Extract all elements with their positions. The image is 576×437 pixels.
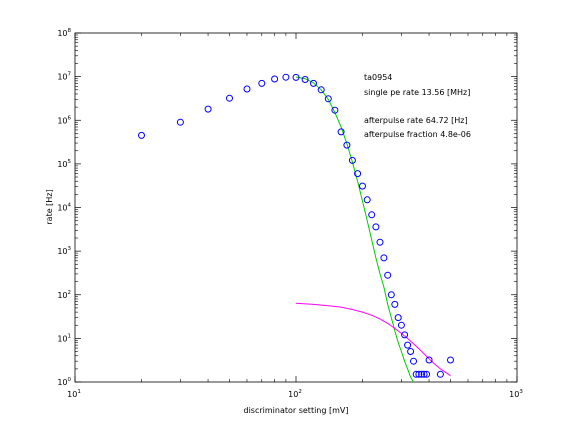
data-point [282, 73, 290, 81]
data-point [243, 85, 251, 93]
y-axis-ticks: 100 101 102 103 104 105 106 107 108 [57, 28, 517, 387]
data-point [301, 76, 309, 83]
data-point [391, 300, 399, 308]
plot-area [74, 32, 518, 383]
y-tick-label: 105 [57, 159, 71, 169]
data-point [363, 196, 371, 204]
data-point [410, 357, 417, 365]
data-point [397, 321, 405, 329]
data-point [420, 370, 428, 378]
data-point [343, 141, 351, 149]
data-point [401, 331, 409, 339]
x-axis-label: discriminator setting [mV] [243, 406, 348, 415]
data-point [380, 254, 388, 262]
y-tick-label: 108 [57, 28, 71, 38]
data-point [317, 86, 325, 94]
annotation-single-pe-rate: single pe rate 13.56 [MHz] [364, 88, 470, 97]
data-point [271, 75, 279, 83]
data-point [331, 106, 339, 114]
y-axis-label: rate [Hz] [45, 189, 54, 224]
x-tick-label: 102 [288, 389, 302, 399]
series-line-2 [295, 302, 451, 377]
data-point [258, 79, 266, 87]
annotation-afterpulse-rate: afterpulse rate 64.72 [Hz] [364, 116, 468, 125]
x-axis-ticks: 101 102 103 [67, 33, 523, 399]
data-point [415, 370, 423, 378]
y-tick-label: 104 [57, 203, 71, 213]
data-point [387, 291, 395, 299]
data-point [407, 348, 415, 355]
data-point [337, 128, 345, 136]
y-tick-label: 103 [57, 246, 71, 256]
data-point [425, 356, 433, 364]
data-point [359, 182, 366, 190]
data-point [226, 94, 233, 102]
data-point [447, 356, 454, 364]
annotation-afterpulse-fraction: afterpulse fraction 4.8e-06 [364, 130, 471, 139]
y-tick-label: 100 [57, 377, 71, 387]
y-tick-label: 102 [57, 290, 71, 300]
series-layer [295, 76, 451, 383]
data-point [394, 314, 402, 322]
data-point [138, 131, 145, 139]
x-tick-label: 103 [509, 389, 523, 399]
data-point [372, 223, 380, 231]
data-point [292, 73, 300, 81]
annotation-id: ta0954 [364, 73, 392, 82]
series-line-1 [295, 76, 414, 383]
data-point [384, 271, 392, 279]
data-point [204, 105, 212, 113]
data-point [376, 238, 384, 246]
x-tick-label: 101 [67, 389, 81, 399]
y-tick-label: 106 [57, 115, 71, 125]
data-point [310, 79, 317, 87]
data-point [368, 211, 376, 219]
data-point [176, 118, 184, 126]
y-tick-label: 107 [57, 72, 71, 82]
data-point [348, 156, 356, 164]
data-point [412, 370, 420, 378]
points-layer [138, 73, 454, 378]
data-point [404, 341, 412, 349]
y-tick-label: 101 [57, 333, 71, 343]
data-point [423, 370, 431, 378]
data-point [324, 95, 332, 103]
data-point [418, 370, 426, 378]
data-point [354, 170, 362, 178]
data-point [436, 370, 444, 378]
